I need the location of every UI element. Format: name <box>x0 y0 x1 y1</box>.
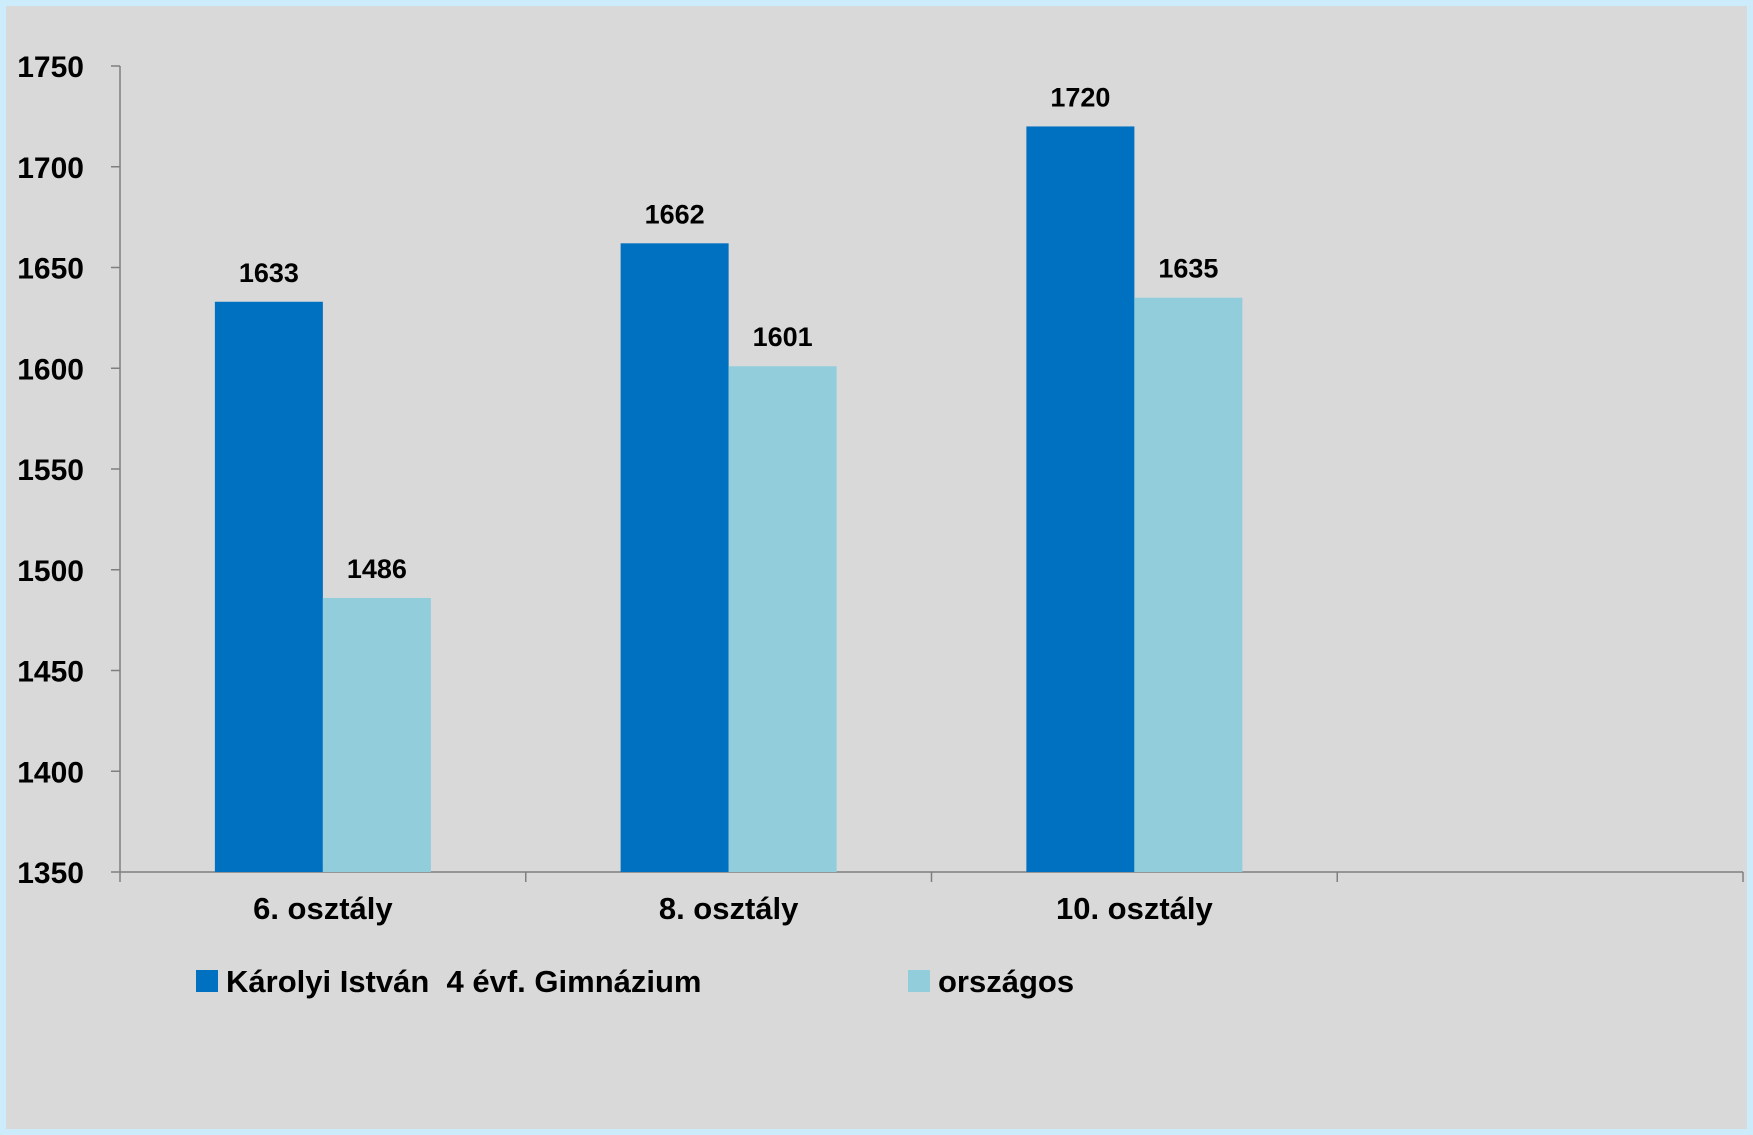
chart-area: 1350 1400 1450 1500 1550 1600 1650 1700 1750 6. … <box>6 6 1747 1129</box>
bar <box>214 301 323 872</box>
y-tick-label: 1600 <box>17 353 84 386</box>
bars <box>214 126 1243 873</box>
x-axis: 6. osztály 8. osztály 10. osztály <box>119 871 1744 926</box>
legend-swatch <box>908 970 930 992</box>
data-labels: 1633 1486 1662 1601 1720 1635 <box>239 82 1219 584</box>
data-label: 1601 <box>753 322 813 352</box>
y-tick-label: 1750 <box>17 51 84 84</box>
y-tick-label: 1350 <box>17 857 84 890</box>
y-tick-label: 1500 <box>17 555 84 588</box>
bar <box>1134 297 1243 873</box>
data-label: 1635 <box>1158 254 1218 284</box>
bar <box>1026 126 1135 872</box>
y-axis: 1350 1400 1450 1500 1550 1600 1650 1700 1750 <box>17 51 121 890</box>
x-category-label: 10. osztály <box>1056 891 1214 926</box>
x-category-label: 8. osztály <box>659 891 799 926</box>
x-category-label: 6. osztály <box>253 891 393 926</box>
data-label: 1720 <box>1050 82 1110 112</box>
bar-chart: 1350 1400 1450 1500 1550 1600 1650 1700 1750 6. … <box>17 51 1744 999</box>
y-tick-label: 1550 <box>17 454 84 487</box>
bar <box>322 597 431 872</box>
legend-label: Károlyi István 4 évf. Gimnázium <box>226 964 702 999</box>
y-tick-label: 1700 <box>17 152 84 185</box>
y-tick-label: 1650 <box>17 253 84 286</box>
data-label: 1486 <box>347 554 407 584</box>
bar <box>620 243 729 872</box>
y-tick-label: 1450 <box>17 656 84 689</box>
data-label: 1662 <box>645 199 705 229</box>
bar <box>728 366 837 872</box>
legend-label: országos <box>938 964 1074 999</box>
legend-swatch <box>196 970 218 992</box>
data-label: 1633 <box>239 258 299 288</box>
legend: Károlyi István 4 évf. Gimnázium országos <box>196 964 1074 999</box>
y-tick-label: 1400 <box>17 756 84 789</box>
